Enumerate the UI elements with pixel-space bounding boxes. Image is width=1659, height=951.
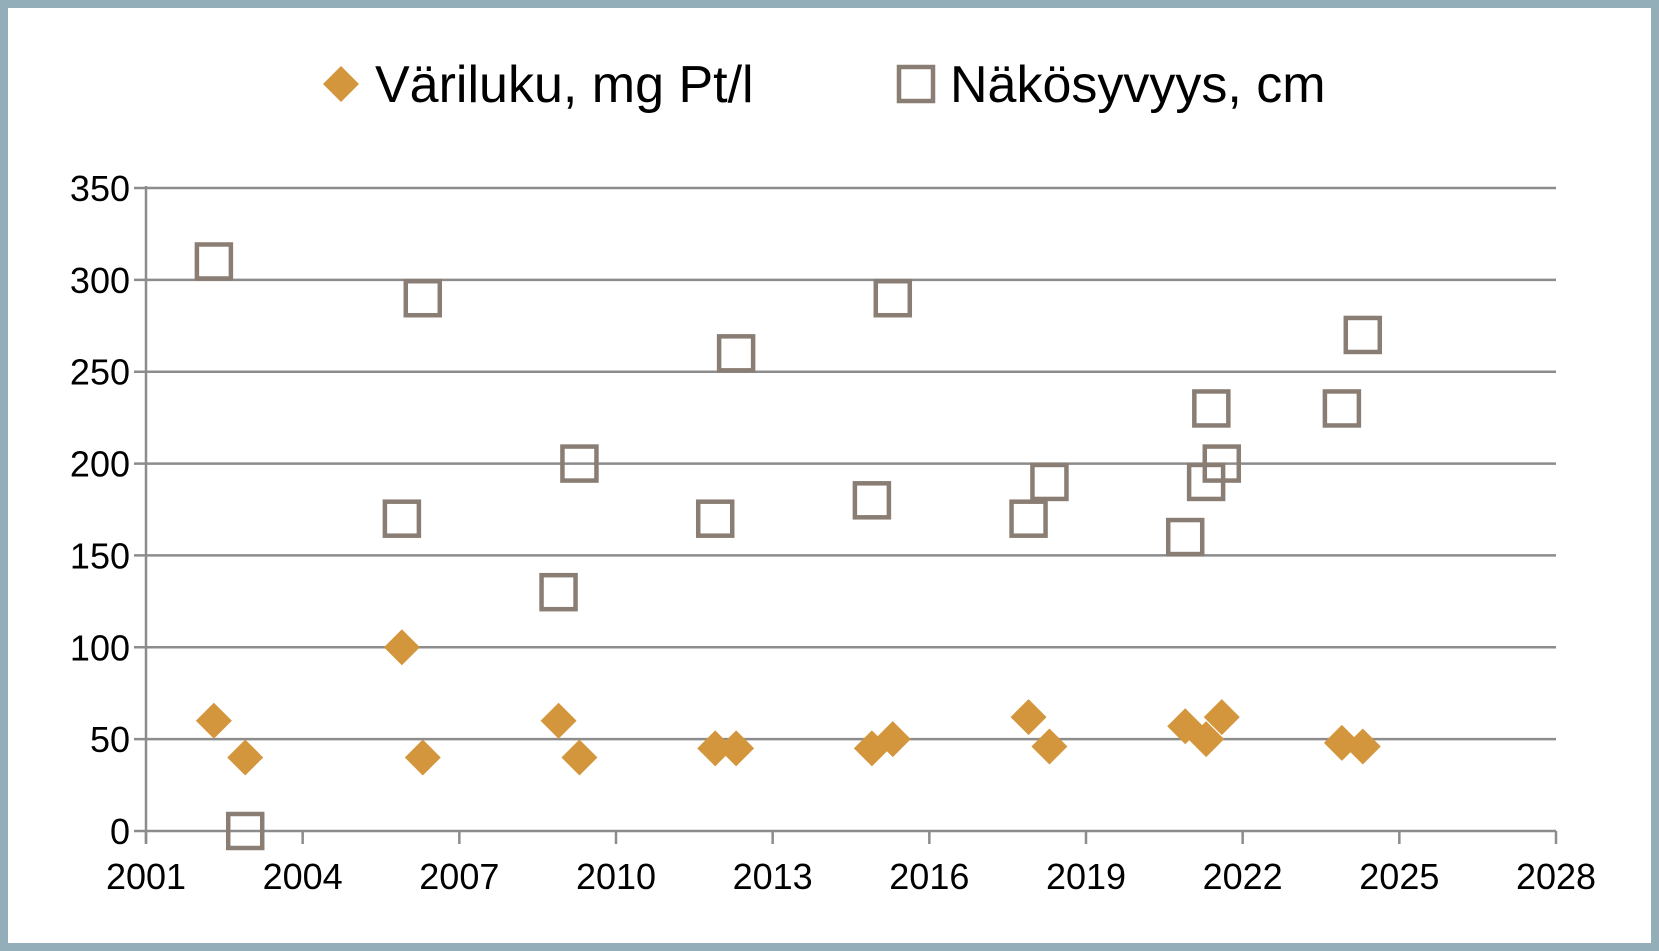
legend-square-icon — [896, 64, 936, 104]
data-point-series0 — [1031, 728, 1068, 765]
data-point-series1 — [1343, 315, 1383, 355]
data-point-series0 — [1203, 699, 1240, 736]
legend: Väriluku, mg Pt/l Näkösyvyys, cm — [323, 56, 1326, 114]
data-point-series1 — [695, 499, 735, 538]
y-tick-label: 300 — [70, 260, 130, 301]
data-point-series1 — [382, 499, 422, 538]
x-tick-label: 2022 — [1203, 856, 1283, 897]
legend-item-1: Näkösyvyys, cm — [896, 56, 1326, 114]
y-tick-label: 100 — [70, 627, 130, 668]
x-tick-label: 2019 — [1046, 856, 1126, 897]
data-point-series0 — [195, 702, 232, 739]
data-point-series0 — [1010, 699, 1047, 736]
data-point-series1 — [539, 572, 578, 612]
data-point-series1 — [1009, 499, 1048, 538]
data-point-series1 — [194, 242, 234, 281]
y-tick-label: 50 — [90, 719, 130, 760]
data-point-series0 — [383, 629, 420, 666]
x-tick-label: 2004 — [263, 856, 343, 897]
data-point-series0 — [874, 721, 911, 758]
data-point-series1 — [1322, 389, 1362, 428]
data-point-series1 — [716, 334, 756, 373]
data-point-series1 — [225, 811, 265, 851]
y-tick-label: 0 — [110, 811, 130, 852]
data-point-series1 — [1202, 444, 1242, 483]
y-tick-label: 200 — [70, 444, 130, 485]
x-tick-label: 2028 — [1516, 856, 1596, 897]
y-tick-label: 250 — [70, 352, 130, 393]
data-point-series1 — [1165, 517, 1205, 557]
gridlines — [134, 186, 1556, 741]
data-point-series1 — [403, 278, 443, 318]
axes: 0 50 100 150 200 250 300 350 2001 2004 2007 2010 201… — [70, 168, 1596, 897]
data-point-series1 — [1192, 389, 1231, 428]
x-tick-label: 2025 — [1359, 856, 1439, 897]
legend-label-1: Näkösyvyys, cm — [950, 56, 1326, 114]
x-tick-label: 2007 — [419, 856, 499, 897]
legend-diamond-icon — [323, 66, 359, 102]
data-point-series1 — [1030, 462, 1069, 502]
data-point-series1 — [873, 278, 913, 318]
data-points — [194, 242, 1383, 851]
data-point-series0 — [1188, 721, 1225, 758]
legend-label-0: Väriluku, mg Pt/l — [375, 56, 754, 114]
x-tick-label: 2016 — [889, 856, 969, 897]
x-tick-label: 2010 — [576, 856, 656, 897]
data-point-series0 — [1344, 728, 1381, 765]
data-point-series1 — [852, 481, 892, 520]
data-point-series0 — [697, 730, 734, 767]
data-point-series0 — [718, 730, 755, 767]
data-point-series1 — [560, 444, 599, 483]
x-tick-label: 2001 — [106, 856, 186, 897]
legend-item-0: Väriluku, mg Pt/l — [323, 56, 754, 114]
data-point-series0 — [540, 702, 577, 739]
data-point-series0 — [227, 739, 264, 776]
data-point-series0 — [561, 739, 598, 776]
data-point-series0 — [404, 739, 441, 776]
y-tick-label: 350 — [70, 168, 130, 209]
x-tick-label: 2013 — [733, 856, 813, 897]
y-tick-label: 150 — [70, 535, 130, 576]
